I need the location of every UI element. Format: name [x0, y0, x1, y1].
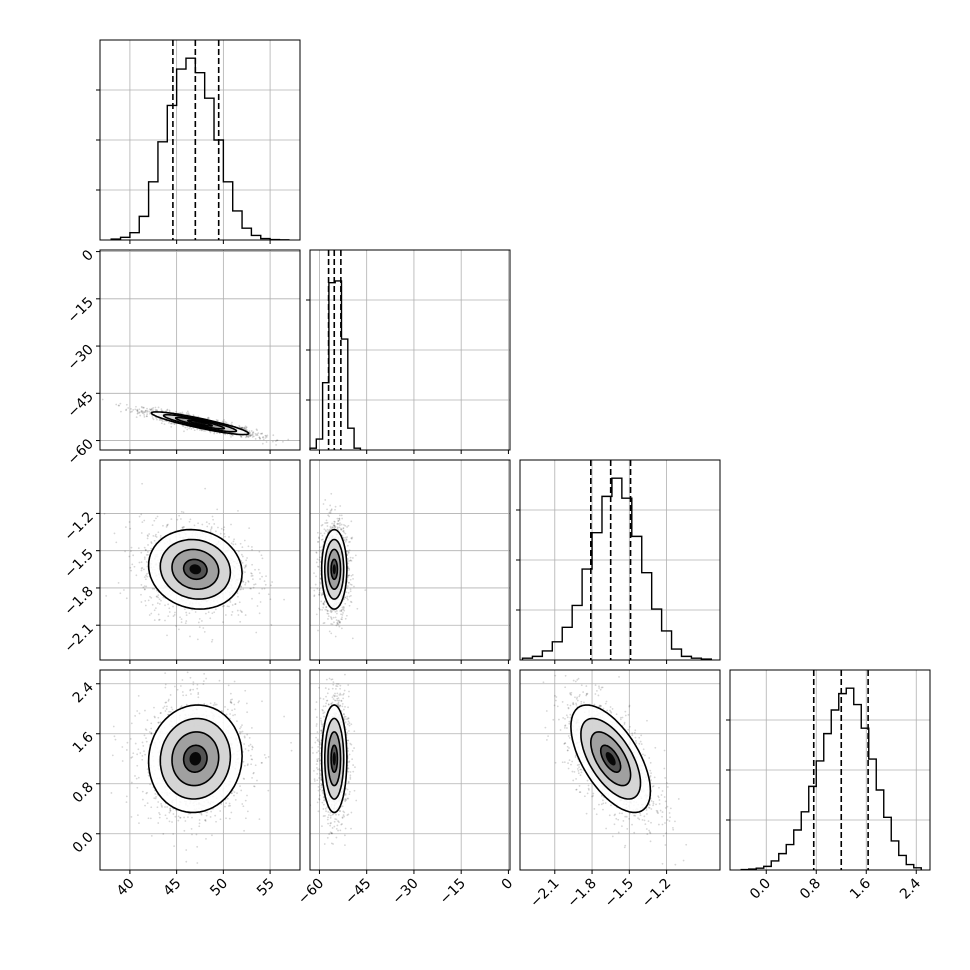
y-tick-label: 2.4	[70, 679, 97, 706]
histogram-2	[521, 477, 713, 660]
y-tick-label: −45	[65, 389, 97, 421]
contour-line	[324, 538, 345, 600]
x-tick-label: −1.8	[565, 876, 600, 911]
joint-panel-0-3	[99, 669, 301, 871]
x-tick-label: 2.4	[897, 875, 924, 902]
contour-line	[147, 704, 243, 814]
y-tick-label: −30	[65, 342, 97, 374]
joint-panel-2-3	[519, 669, 721, 871]
contour-line	[171, 548, 220, 591]
x-tick-label: 50	[207, 876, 231, 900]
density	[101, 398, 290, 446]
x-tick-label: 40	[114, 876, 138, 900]
density-core	[332, 752, 336, 766]
contour-line	[589, 731, 632, 787]
grid-lines	[730, 670, 930, 870]
contour-line	[162, 413, 238, 433]
density-core	[189, 752, 202, 766]
y-tick-label: 0	[79, 247, 97, 265]
x-tick-label: −2.1	[527, 876, 562, 911]
grid-lines	[100, 40, 300, 240]
y-tick-label: −1.2	[61, 509, 96, 544]
x-tick-label: −60	[295, 876, 327, 908]
panel-frame	[309, 669, 511, 871]
marginal-panel-2	[516, 459, 721, 661]
density	[310, 673, 358, 847]
y-tick-label: −2.1	[61, 621, 96, 656]
joint-panel-0-1	[99, 249, 301, 451]
x-tick-label: 55	[254, 876, 278, 900]
y-tick-label: −60	[65, 436, 97, 468]
contour-line	[327, 548, 342, 591]
contour-line	[330, 744, 339, 774]
contour-line	[320, 528, 348, 610]
y-tick-label: −15	[65, 294, 97, 326]
contour-line	[174, 416, 226, 430]
contour-line	[150, 411, 250, 436]
joint-panel-1-2	[309, 459, 511, 661]
contour-line	[159, 538, 232, 600]
density-core	[332, 564, 336, 575]
density	[110, 671, 293, 864]
panel-frame	[519, 669, 721, 871]
grid-lines	[310, 250, 510, 450]
contour-line	[171, 731, 220, 787]
x-tick-label: −1.2	[639, 876, 674, 911]
panel-frame	[309, 459, 511, 661]
x-tick-label: −30	[390, 876, 422, 908]
x-tick-label: 0.8	[797, 876, 824, 903]
contour-line	[570, 704, 652, 814]
x-tick-label: −15	[437, 876, 469, 908]
panel-frame	[99, 39, 301, 241]
x-tick-label: 45	[161, 876, 185, 900]
corner-panels: 40 45 50 55 −60 −45 −30 −15 0 −2.1 −1.8 −1.5 −1.2 0.0…	[61, 39, 931, 911]
joint-panel-0-2	[99, 459, 301, 661]
contour-line	[187, 419, 213, 427]
marginal-panel-1	[306, 249, 511, 451]
x-tick-label: −45	[342, 876, 374, 908]
x-tick-label: 0	[499, 876, 517, 894]
panel-frame	[99, 459, 301, 661]
panel-frame	[99, 249, 301, 451]
y-tick-label: −1.8	[61, 583, 96, 618]
y-tick-label: 1.6	[70, 729, 97, 756]
density-core	[605, 752, 616, 766]
x-tick-label: 1.6	[847, 875, 874, 902]
contour-line	[580, 717, 642, 800]
histogram-1	[309, 280, 362, 450]
panel-frame	[729, 669, 931, 871]
y-tick-label: 0.8	[70, 779, 97, 806]
contour-line	[320, 704, 348, 814]
y-tick-label: −1.5	[61, 546, 96, 581]
contour-line	[182, 558, 208, 581]
marginal-panel-0	[96, 39, 301, 241]
contour-line	[599, 744, 622, 773]
contour-line	[147, 528, 243, 610]
density	[313, 492, 367, 640]
histogram-3	[740, 687, 922, 871]
contour-line	[324, 717, 345, 800]
x-tick-label: 0.0	[747, 876, 774, 903]
density-core	[193, 421, 207, 425]
contour-line	[327, 731, 342, 787]
joint-panel-1-3	[309, 669, 511, 871]
marginal-panel-3	[726, 669, 931, 871]
histogram-0	[110, 57, 290, 241]
panel-frame	[309, 249, 511, 451]
y-tick-label: 0.0	[70, 829, 97, 856]
x-tick-label: −1.5	[602, 876, 637, 911]
density	[542, 670, 688, 866]
contour-line	[182, 744, 208, 773]
contour-line	[330, 558, 339, 581]
grid-lines	[310, 670, 510, 870]
grid-lines	[520, 460, 720, 660]
contour-line	[159, 717, 232, 800]
density	[103, 482, 285, 643]
panel-frame	[99, 669, 301, 871]
density-core	[189, 564, 202, 575]
panel-frame	[519, 459, 721, 661]
